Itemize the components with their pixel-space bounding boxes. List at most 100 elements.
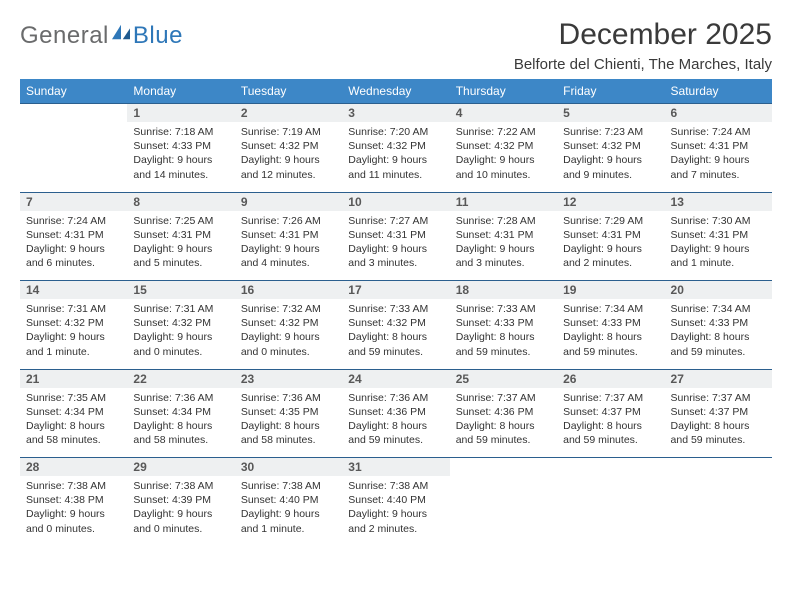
- day-number-cell: 15: [127, 281, 234, 300]
- page-header: General Blue December 2025 Belforte del …: [20, 18, 772, 73]
- sunset-text: Sunset: 4:32 PM: [133, 316, 228, 330]
- day-detail-row: Sunrise: 7:18 AMSunset: 4:33 PMDaylight:…: [20, 122, 772, 192]
- day-number-cell: 10: [342, 192, 449, 211]
- day-number-cell: [557, 458, 664, 477]
- sunrise-text: Sunrise: 7:28 AM: [456, 214, 551, 228]
- day-detail-cell: Sunrise: 7:38 AMSunset: 4:38 PMDaylight:…: [20, 476, 127, 546]
- day-number-cell: 29: [127, 458, 234, 477]
- day-detail-cell: Sunrise: 7:34 AMSunset: 4:33 PMDaylight:…: [665, 299, 772, 369]
- sunset-text: Sunset: 4:33 PM: [133, 139, 228, 153]
- sunrise-text: Sunrise: 7:38 AM: [133, 479, 228, 493]
- day-number-cell: 9: [235, 192, 342, 211]
- day-detail-cell: Sunrise: 7:20 AMSunset: 4:32 PMDaylight:…: [342, 122, 449, 192]
- day-number-cell: 2: [235, 104, 342, 123]
- page-subtitle: Belforte del Chienti, The Marches, Italy: [514, 56, 772, 73]
- day-detail-cell: [557, 476, 664, 546]
- sunrise-text: Sunrise: 7:24 AM: [26, 214, 121, 228]
- sunset-text: Sunset: 4:32 PM: [348, 139, 443, 153]
- day-number-cell: 11: [450, 192, 557, 211]
- sunset-text: Sunset: 4:31 PM: [348, 228, 443, 242]
- weekday-header: Sunday: [20, 79, 127, 104]
- daylight-text: Daylight: 9 hours and 0 minutes.: [133, 330, 228, 358]
- daylight-text: Daylight: 9 hours and 0 minutes.: [133, 507, 228, 535]
- day-number-cell: 1: [127, 104, 234, 123]
- sunrise-text: Sunrise: 7:32 AM: [241, 302, 336, 316]
- day-number-cell: 21: [20, 369, 127, 388]
- sunset-text: Sunset: 4:31 PM: [671, 228, 766, 242]
- daylight-text: Daylight: 9 hours and 0 minutes.: [241, 330, 336, 358]
- sunset-text: Sunset: 4:38 PM: [26, 493, 121, 507]
- day-number-row: 28293031: [20, 458, 772, 477]
- sunrise-text: Sunrise: 7:25 AM: [133, 214, 228, 228]
- daylight-text: Daylight: 9 hours and 0 minutes.: [26, 507, 121, 535]
- day-number-cell: 20: [665, 281, 772, 300]
- sunrise-text: Sunrise: 7:33 AM: [456, 302, 551, 316]
- day-detail-row: Sunrise: 7:35 AMSunset: 4:34 PMDaylight:…: [20, 388, 772, 458]
- day-number-cell: 4: [450, 104, 557, 123]
- daylight-text: Daylight: 8 hours and 59 minutes.: [671, 330, 766, 358]
- day-detail-row: Sunrise: 7:24 AMSunset: 4:31 PMDaylight:…: [20, 211, 772, 281]
- sunrise-text: Sunrise: 7:22 AM: [456, 125, 551, 139]
- sunrise-text: Sunrise: 7:36 AM: [133, 391, 228, 405]
- sunrise-text: Sunrise: 7:27 AM: [348, 214, 443, 228]
- sunset-text: Sunset: 4:37 PM: [563, 405, 658, 419]
- day-detail-cell: Sunrise: 7:23 AMSunset: 4:32 PMDaylight:…: [557, 122, 664, 192]
- weekday-header-row: Sunday Monday Tuesday Wednesday Thursday…: [20, 79, 772, 104]
- sunrise-text: Sunrise: 7:30 AM: [671, 214, 766, 228]
- sunset-text: Sunset: 4:31 PM: [26, 228, 121, 242]
- day-number-cell: 31: [342, 458, 449, 477]
- sunrise-text: Sunrise: 7:31 AM: [26, 302, 121, 316]
- sunset-text: Sunset: 4:39 PM: [133, 493, 228, 507]
- sunset-text: Sunset: 4:33 PM: [563, 316, 658, 330]
- sunrise-text: Sunrise: 7:34 AM: [563, 302, 658, 316]
- logo-text-blue: Blue: [133, 22, 183, 50]
- weekday-header: Wednesday: [342, 79, 449, 104]
- day-detail-cell: Sunrise: 7:24 AMSunset: 4:31 PMDaylight:…: [20, 211, 127, 281]
- day-detail-cell: Sunrise: 7:31 AMSunset: 4:32 PMDaylight:…: [20, 299, 127, 369]
- day-number-row: 14151617181920: [20, 281, 772, 300]
- logo-text-general: General: [20, 22, 109, 50]
- day-detail-row: Sunrise: 7:38 AMSunset: 4:38 PMDaylight:…: [20, 476, 772, 546]
- daylight-text: Daylight: 9 hours and 5 minutes.: [133, 242, 228, 270]
- day-number-cell: 8: [127, 192, 234, 211]
- day-number-cell: [665, 458, 772, 477]
- daylight-text: Daylight: 9 hours and 4 minutes.: [241, 242, 336, 270]
- day-detail-cell: Sunrise: 7:24 AMSunset: 4:31 PMDaylight:…: [665, 122, 772, 192]
- day-detail-cell: Sunrise: 7:19 AMSunset: 4:32 PMDaylight:…: [235, 122, 342, 192]
- day-number-cell: 26: [557, 369, 664, 388]
- day-number-cell: [20, 104, 127, 123]
- sunrise-text: Sunrise: 7:35 AM: [26, 391, 121, 405]
- daylight-text: Daylight: 9 hours and 12 minutes.: [241, 153, 336, 181]
- sunrise-text: Sunrise: 7:34 AM: [671, 302, 766, 316]
- day-detail-cell: Sunrise: 7:37 AMSunset: 4:36 PMDaylight:…: [450, 388, 557, 458]
- sunset-text: Sunset: 4:40 PM: [241, 493, 336, 507]
- sunset-text: Sunset: 4:35 PM: [241, 405, 336, 419]
- sunset-text: Sunset: 4:36 PM: [456, 405, 551, 419]
- title-block: December 2025 Belforte del Chienti, The …: [514, 18, 772, 73]
- daylight-text: Daylight: 8 hours and 59 minutes.: [456, 330, 551, 358]
- day-number-cell: 12: [557, 192, 664, 211]
- sunset-text: Sunset: 4:32 PM: [563, 139, 658, 153]
- day-detail-cell: Sunrise: 7:38 AMSunset: 4:40 PMDaylight:…: [342, 476, 449, 546]
- day-detail-cell: Sunrise: 7:28 AMSunset: 4:31 PMDaylight:…: [450, 211, 557, 281]
- sunset-text: Sunset: 4:33 PM: [456, 316, 551, 330]
- sunrise-text: Sunrise: 7:23 AM: [563, 125, 658, 139]
- day-detail-cell: Sunrise: 7:36 AMSunset: 4:36 PMDaylight:…: [342, 388, 449, 458]
- day-detail-cell: Sunrise: 7:33 AMSunset: 4:32 PMDaylight:…: [342, 299, 449, 369]
- logo: General Blue: [20, 18, 183, 50]
- day-detail-cell: Sunrise: 7:31 AMSunset: 4:32 PMDaylight:…: [127, 299, 234, 369]
- sunset-text: Sunset: 4:33 PM: [671, 316, 766, 330]
- daylight-text: Daylight: 8 hours and 59 minutes.: [563, 419, 658, 447]
- sunrise-text: Sunrise: 7:19 AM: [241, 125, 336, 139]
- day-detail-cell: Sunrise: 7:32 AMSunset: 4:32 PMDaylight:…: [235, 299, 342, 369]
- weekday-header: Tuesday: [235, 79, 342, 104]
- day-number-cell: 25: [450, 369, 557, 388]
- day-detail-cell: Sunrise: 7:29 AMSunset: 4:31 PMDaylight:…: [557, 211, 664, 281]
- day-number-cell: 16: [235, 281, 342, 300]
- daylight-text: Daylight: 8 hours and 58 minutes.: [133, 419, 228, 447]
- day-detail-cell: Sunrise: 7:36 AMSunset: 4:34 PMDaylight:…: [127, 388, 234, 458]
- day-detail-cell: Sunrise: 7:38 AMSunset: 4:40 PMDaylight:…: [235, 476, 342, 546]
- day-number-cell: 17: [342, 281, 449, 300]
- day-detail-cell: Sunrise: 7:34 AMSunset: 4:33 PMDaylight:…: [557, 299, 664, 369]
- day-number-cell: 5: [557, 104, 664, 123]
